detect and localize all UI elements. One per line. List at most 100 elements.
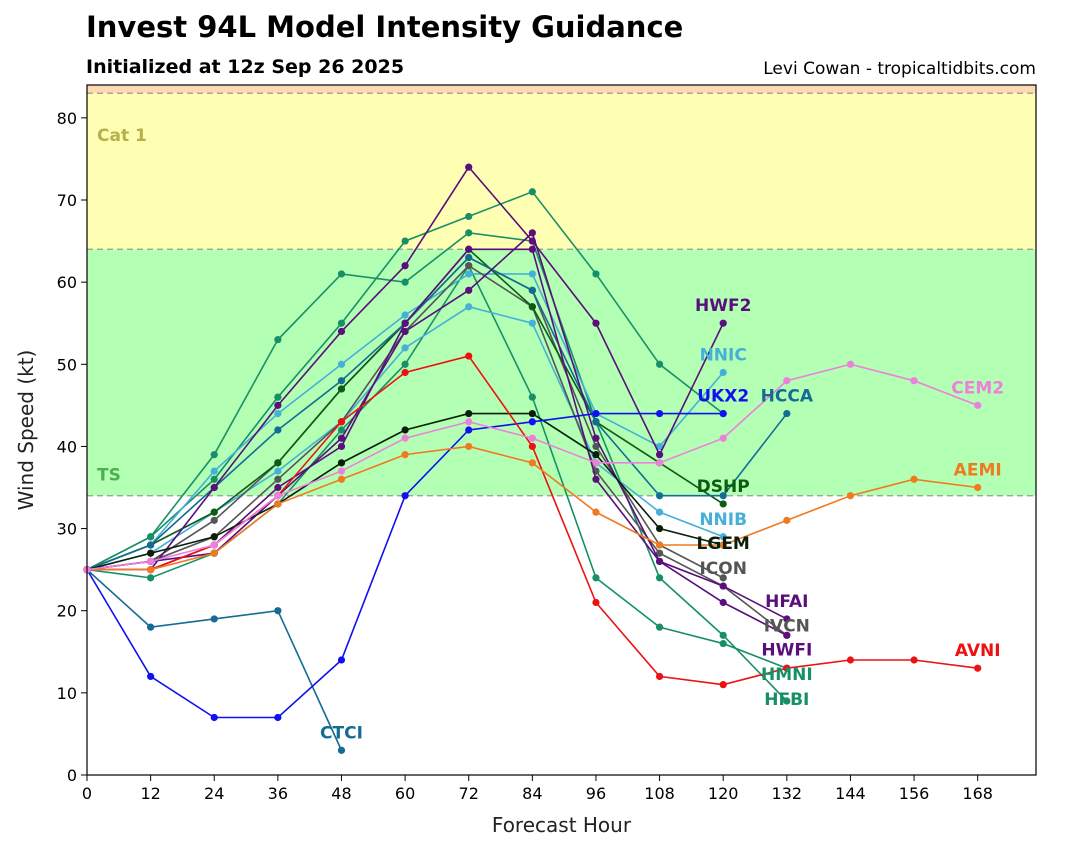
data-point — [274, 492, 282, 500]
data-point — [401, 451, 409, 459]
x-tick-label: 84 — [522, 784, 542, 803]
y-tick-label: 70 — [57, 191, 77, 210]
data-point — [337, 467, 346, 475]
y-tick-label: 30 — [57, 520, 77, 539]
data-point — [274, 500, 282, 508]
data-point — [719, 492, 727, 500]
data-point — [719, 598, 727, 607]
x-tick-label: 60 — [395, 784, 415, 803]
data-point — [719, 533, 727, 541]
data-point — [655, 459, 664, 467]
series-label-ctci: CTCI — [320, 723, 363, 743]
data-point — [401, 368, 409, 377]
data-point — [592, 451, 600, 459]
data-point — [783, 377, 791, 385]
data-point — [783, 664, 791, 672]
data-point — [401, 426, 409, 434]
x-tick-label: 24 — [204, 784, 224, 803]
data-point — [719, 681, 727, 689]
data-point — [528, 434, 536, 442]
series-label-lgem: LGEM — [697, 534, 750, 554]
data-point — [528, 418, 536, 426]
data-point — [147, 566, 155, 574]
data-point — [655, 451, 664, 459]
data-point — [465, 409, 473, 418]
series-line-ivcn — [86, 264, 788, 636]
chart-subtitle: Initialized at 12z Sep 26 2025 — [86, 56, 405, 78]
data-point — [401, 434, 409, 442]
data-point — [783, 631, 791, 639]
data-point — [274, 426, 282, 434]
data-point — [528, 409, 536, 418]
data-point — [910, 377, 918, 385]
intensity-bands: TS Cat 1 — [87, 85, 1036, 497]
data-point — [274, 467, 282, 475]
data-point — [592, 598, 600, 607]
data-point — [719, 541, 727, 549]
data-point — [274, 475, 282, 483]
data-point — [210, 713, 218, 722]
data-point — [910, 656, 918, 664]
x-tick-label: 132 — [772, 784, 803, 803]
series-line-ctci — [86, 569, 343, 751]
data-point — [210, 516, 218, 524]
series-label-dshp: DSHP — [697, 477, 750, 497]
data-point — [274, 401, 282, 409]
x-tick-label: 108 — [644, 784, 675, 803]
y-tick-label: 40 — [57, 437, 77, 456]
data-point — [401, 278, 409, 286]
data-point — [401, 319, 409, 327]
data-point — [274, 607, 282, 615]
data-point — [465, 245, 473, 253]
data-point — [528, 303, 536, 311]
data-point — [147, 557, 155, 566]
data-point — [910, 475, 918, 483]
data-point — [655, 672, 664, 681]
data-point — [210, 451, 218, 459]
data-point — [147, 623, 155, 631]
data-point — [528, 229, 536, 237]
chart-title: Invest 94L Model Intensity Guidance — [86, 10, 684, 44]
data-point — [655, 492, 664, 500]
series-label-nnib: NNIB — [699, 510, 747, 530]
data-point — [401, 262, 409, 270]
data-point — [528, 270, 536, 278]
data-point — [465, 418, 473, 426]
data-point — [337, 656, 346, 664]
x-tick-label: 12 — [140, 784, 160, 803]
data-point — [528, 459, 536, 467]
data-point — [655, 524, 664, 533]
data-point — [719, 434, 727, 442]
data-point — [465, 212, 473, 221]
band-label: TS — [97, 466, 121, 486]
data-point — [846, 492, 855, 500]
data-point — [655, 549, 664, 557]
data-point — [465, 229, 473, 237]
data-point — [655, 623, 664, 631]
plot-frame — [86, 84, 1037, 776]
series-label-hwf2: HWF2 — [695, 296, 751, 316]
x-tick-label: 156 — [899, 784, 930, 803]
series-label-aemi: AEMI — [954, 461, 1002, 481]
data-point — [337, 418, 346, 426]
data-point — [592, 409, 600, 418]
series-label-cem2: CEM2 — [951, 378, 1004, 398]
data-point — [274, 393, 282, 401]
data-point — [655, 442, 664, 451]
data-point — [465, 270, 473, 278]
data-point — [337, 319, 346, 327]
data-point — [401, 492, 409, 500]
data-point — [592, 459, 600, 467]
y-axis-label: Wind Speed (kt) — [14, 350, 38, 511]
y-tick-label: 80 — [57, 109, 77, 128]
series-label-avni: AVNI — [955, 641, 1001, 661]
data-point — [465, 286, 473, 294]
y-tick-label: 10 — [57, 684, 77, 703]
series-line-hcca — [86, 256, 788, 571]
data-point — [655, 508, 664, 516]
data-point — [210, 549, 218, 557]
data-point — [592, 442, 600, 451]
data-point — [147, 541, 155, 549]
series-label-icon: ICON — [699, 559, 746, 579]
